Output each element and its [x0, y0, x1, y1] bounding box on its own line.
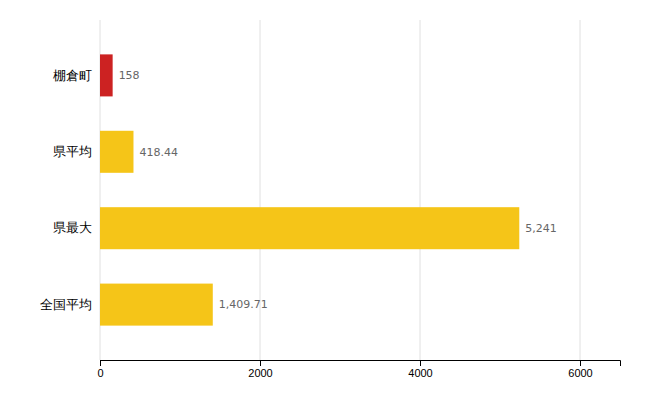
data-label: 158	[119, 69, 140, 82]
plot-area: 158 418.44 5,241 1,409.71 0 2000 4000 6000 棚倉町県平…	[40, 20, 621, 379]
x-tick-mark	[580, 360, 581, 366]
data-label: 5,241	[525, 222, 557, 235]
y-tick: 県平均	[53, 144, 100, 159]
x-tick-mark	[100, 360, 101, 366]
grid	[100, 20, 580, 360]
data-label: 1,409.71	[219, 298, 268, 311]
x-tick: 2000	[248, 360, 272, 379]
bar	[100, 207, 519, 249]
grid-line	[580, 20, 581, 360]
data-label: 418.44	[139, 146, 178, 159]
y-tick: 棚倉町	[53, 68, 100, 83]
y-axis: 棚倉町県平均県最大全国平均	[40, 68, 100, 312]
x-tick: 6000	[568, 360, 592, 379]
x-tick-mark	[260, 360, 261, 366]
x-axis-line	[101, 361, 621, 367]
bar	[100, 284, 213, 326]
y-tick: 県最大	[53, 220, 100, 235]
x-tick-label: 6000	[568, 367, 592, 379]
data-labels: 158 418.44 5,241 1,409.71	[119, 69, 557, 311]
x-tick-label: 0	[97, 367, 103, 379]
grid-line	[420, 20, 421, 360]
y-tick: 全国平均	[40, 297, 100, 312]
y-tick-label: 県最大	[53, 220, 92, 235]
bar	[100, 131, 133, 173]
chart-container: 158 418.44 5,241 1,409.71 0 2000 4000 6000 棚倉町県平…	[0, 0, 650, 400]
x-tick-mark	[420, 360, 421, 366]
bars	[100, 54, 519, 325]
x-axis: 0 2000 4000 6000	[97, 360, 620, 379]
y-tick-label: 全国平均	[40, 297, 92, 312]
x-tick-label: 4000	[408, 367, 432, 379]
x-tick-label: 2000	[248, 367, 272, 379]
chart-svg: 158 418.44 5,241 1,409.71 0 2000 4000 6000 棚倉町県平…	[0, 0, 650, 400]
y-tick-label: 県平均	[53, 144, 92, 159]
bar	[100, 54, 113, 96]
y-tick-label: 棚倉町	[53, 68, 92, 83]
x-tick: 4000	[408, 360, 432, 379]
x-tick: 0	[97, 360, 103, 379]
